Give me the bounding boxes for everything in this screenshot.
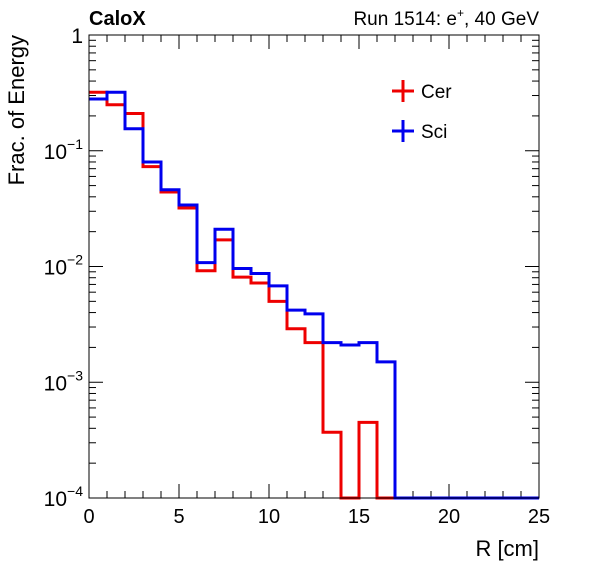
legend-entry-sci: Sci: [392, 120, 447, 143]
y-tick-label: 10−4: [44, 483, 84, 511]
y-tick-labels: 1 10−1 10−2 10−3 10−4: [44, 25, 84, 511]
experiment-label: CaloX: [89, 8, 146, 30]
legend-label-cer: Cer: [421, 82, 452, 103]
y-tick-label: 1: [71, 25, 83, 48]
x-tick-label: 25: [528, 506, 550, 528]
x-axis-label: R [cm]: [475, 536, 539, 561]
x-tick-label: 15: [348, 506, 370, 528]
legend-entry-cer: Cer: [392, 80, 452, 103]
run-label: Run 1514: e+, 40 GeV: [353, 6, 539, 30]
x-tick-label: 10: [258, 506, 280, 528]
x-tick-labels: 0 5 10 15 20 25: [83, 506, 550, 528]
y-axis-label: Frac. of Energy: [4, 35, 29, 185]
legend-label-sci: Sci: [421, 122, 447, 143]
plot-frame: [88, 34, 540, 499]
tick-marks: [88, 34, 540, 499]
x-tick-label: 0: [83, 506, 94, 528]
x-tick-label: 20: [438, 506, 460, 528]
y-tick-label: 10−3: [44, 367, 84, 395]
y-tick-label: 10−2: [44, 252, 84, 280]
x-tick-label: 5: [173, 506, 184, 528]
y-tick-label: 10−1: [44, 136, 84, 164]
legend: Cer Sci: [392, 80, 452, 143]
